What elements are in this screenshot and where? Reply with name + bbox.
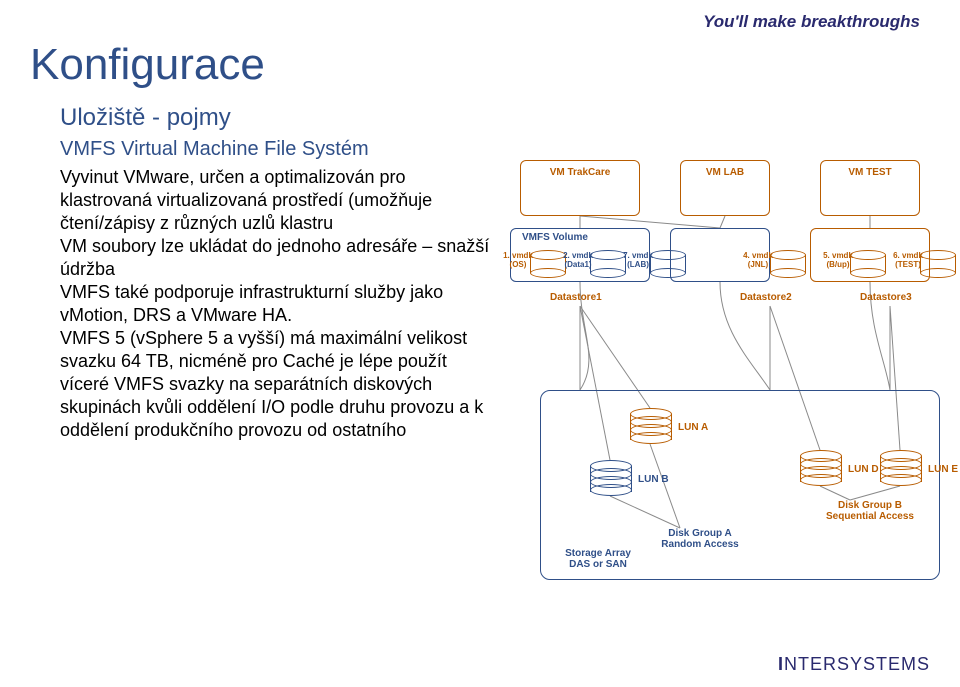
vm-box: VM TEST xyxy=(820,160,920,216)
subsubtitle: VMFS Virtual Machine File Systém xyxy=(60,138,369,161)
architecture-diagram: VM TrakCare VM LAB VM TEST VMFS Volume 1. vm… xyxy=(490,160,960,620)
datastore-label: Datastore2 xyxy=(740,292,792,303)
lun-stack xyxy=(800,450,842,488)
lun-label: LUN A xyxy=(678,422,708,433)
disk-group-label: Disk Group ARandom Access xyxy=(640,528,760,550)
lun-stack xyxy=(880,450,922,488)
logo: INTERSYSTEMS xyxy=(778,654,930,675)
vmdk-label: 6. vmdk(TEST) xyxy=(888,252,928,270)
lun-label: LUN B xyxy=(638,474,669,485)
lun-stack xyxy=(590,460,632,498)
page-title: Konfigurace xyxy=(30,40,265,90)
lun-label: LUN E xyxy=(928,464,958,475)
vmdk-label: 2. vmdk(Data1) xyxy=(558,252,598,270)
datastore-label: Datastore3 xyxy=(860,292,912,303)
vm-box: VM LAB xyxy=(680,160,770,216)
vmdk-label: 1. vmdk(OS) xyxy=(498,252,538,270)
disk-group-label: Disk Group BSequential Access xyxy=(810,500,930,522)
storage-array-label: Storage ArrayDAS or SAN xyxy=(548,548,648,570)
vmfs-volume-label: VMFS Volume xyxy=(522,232,588,243)
body-text: Vyvinut VMware, určen a optimalizován pr… xyxy=(60,166,490,442)
datastore-label: Datastore1 xyxy=(550,292,602,303)
vmdk-label: 5. vmdk(B/up) xyxy=(818,252,858,270)
vmdk-label: 4. vmdk(JNL) xyxy=(738,252,778,270)
vm-box: VM TrakCare xyxy=(520,160,640,216)
vmdk-label: 7. vmdk(LAB) xyxy=(618,252,658,270)
tagline: You'll make breakthroughs xyxy=(703,12,920,32)
lun-stack xyxy=(630,408,672,446)
subtitle: Uložiště - pojmy xyxy=(60,104,231,132)
lun-label: LUN D xyxy=(848,464,879,475)
